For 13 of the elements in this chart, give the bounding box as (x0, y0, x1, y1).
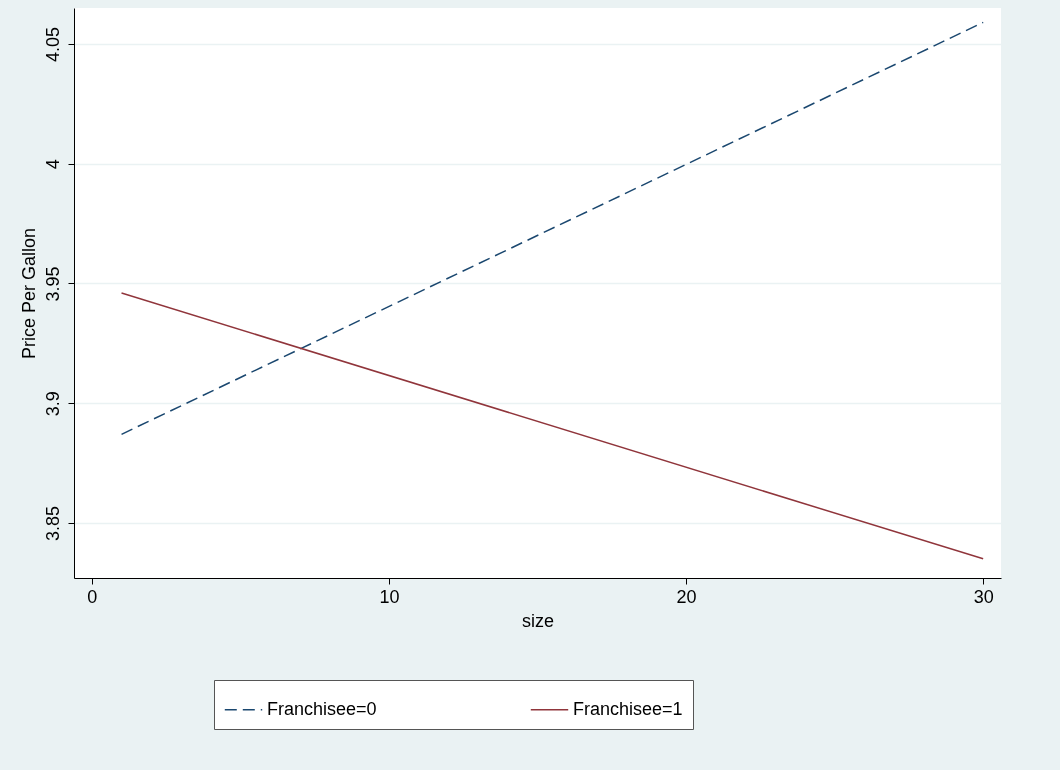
x-tick-label: 0 (87, 586, 98, 607)
legend-label: Franchisee=1 (573, 698, 683, 719)
x-tick-label: 10 (379, 586, 400, 607)
y-axis-title: Price Per Gallon (18, 227, 39, 360)
x-axis-title: size (521, 610, 555, 631)
y-tick-label: 3.85 (42, 505, 63, 541)
x-tick-label: 30 (973, 586, 994, 607)
legend-label: Franchisee=0 (267, 698, 377, 719)
y-tick-label: 4 (42, 159, 63, 170)
x-tick-label: 20 (676, 586, 697, 607)
y-tick-label: 3.9 (42, 391, 63, 417)
y-tick-label: 3.95 (42, 266, 63, 302)
y-tick-label: 4.05 (42, 26, 63, 62)
